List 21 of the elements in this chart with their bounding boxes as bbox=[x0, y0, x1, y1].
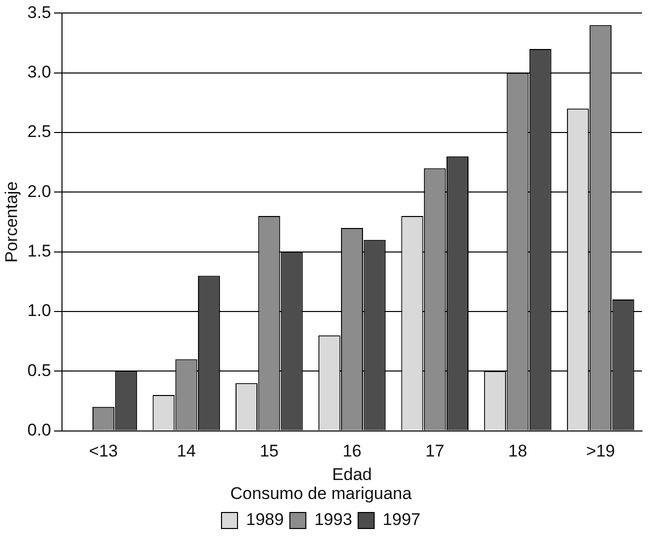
y-tick-label: 3.0 bbox=[27, 62, 52, 82]
y-axis-title: Porcentaje bbox=[2, 181, 21, 263]
x-tick-label: 17 bbox=[425, 442, 444, 461]
legend-label: 1989 bbox=[246, 510, 284, 530]
legend-label: 1993 bbox=[314, 510, 352, 530]
x-tick-label: 16 bbox=[342, 442, 362, 461]
x-tick-label: >19 bbox=[586, 442, 615, 461]
y-tick-label: 1.5 bbox=[27, 242, 52, 261]
x-tick-label: 18 bbox=[508, 442, 528, 461]
x-tick-label: 14 bbox=[176, 442, 196, 461]
x-axis-title: Edad bbox=[332, 465, 372, 484]
legend-title: Consumo de mariguana bbox=[230, 484, 412, 503]
x-tick-label: <13 bbox=[89, 442, 118, 461]
y-tick-label: 3.5 bbox=[27, 2, 52, 22]
y-tick-label: 2.5 bbox=[27, 122, 52, 142]
y-tick-label: 2.0 bbox=[27, 182, 52, 201]
y-tick-label: 1.0 bbox=[27, 301, 52, 320]
x-tick-label: 15 bbox=[260, 442, 279, 461]
y-tick-label: 0.0 bbox=[27, 420, 52, 440]
legend-label: 1997 bbox=[382, 510, 420, 530]
y-tick-label: 0.5 bbox=[27, 360, 52, 380]
